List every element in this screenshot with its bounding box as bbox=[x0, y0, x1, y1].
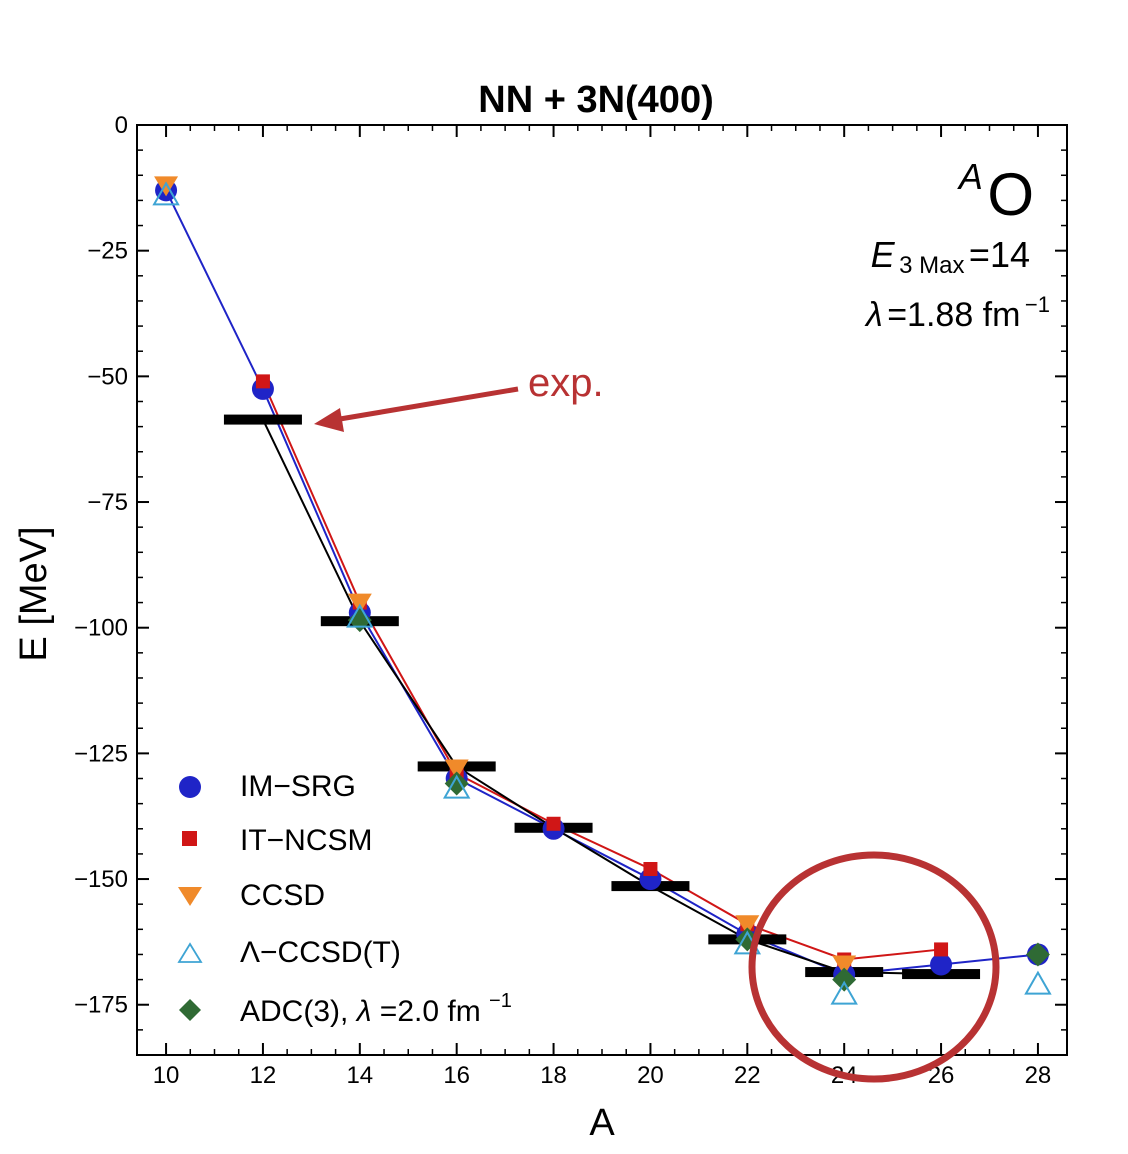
experiment-bar bbox=[223, 414, 302, 425]
data-point-diamond bbox=[832, 967, 857, 992]
y-tick-label: 0 bbox=[115, 112, 128, 139]
data-point-triangle-up-open bbox=[830, 980, 858, 1005]
data-point-triangle-up-open bbox=[346, 603, 374, 628]
data-point-diamond bbox=[444, 771, 469, 796]
y-tick-label: −25 bbox=[87, 238, 128, 265]
data-points bbox=[152, 176, 1052, 1005]
exp-arrow-head bbox=[314, 408, 344, 432]
data-point-triangle-down bbox=[832, 955, 857, 976]
x-tick-label: 18 bbox=[540, 1062, 567, 1089]
series-line bbox=[262, 380, 942, 961]
x-tick-label: 12 bbox=[250, 1062, 277, 1089]
highlight-circle bbox=[748, 851, 1000, 1083]
y-tick-label: −125 bbox=[74, 740, 128, 767]
legend-label-ccsd: CCSD bbox=[240, 879, 325, 912]
legend-label-adc3-value: =2.0 fm bbox=[380, 995, 481, 1028]
x-tick-label: 28 bbox=[1025, 1062, 1052, 1089]
lambda-label: λ =1.88 fm −1 bbox=[864, 292, 1050, 334]
svg-text:E 3 Max =14: E 3 Max =14 bbox=[871, 234, 1030, 279]
legend-label-lambda-ccsdt: Λ−CCSD(T) bbox=[240, 936, 401, 969]
data-point-square bbox=[934, 942, 949, 957]
x-tick-label: 20 bbox=[637, 1062, 664, 1089]
legend-marker-imsrg bbox=[179, 776, 201, 798]
element-symbol: O bbox=[987, 161, 1034, 228]
data-point-diamond bbox=[1025, 942, 1050, 967]
exp-arrow-shaft bbox=[333, 386, 519, 423]
svg-text:A O: A O bbox=[957, 156, 1034, 228]
chart-title: NN + 3N(400) bbox=[478, 79, 713, 121]
e3max-value: =14 bbox=[969, 234, 1030, 275]
legend-label-itncsm: IT−NCSM bbox=[240, 824, 373, 857]
lambda-symbol: λ bbox=[864, 296, 883, 334]
y-tick-label: −150 bbox=[74, 866, 128, 893]
data-point-triangle-down bbox=[735, 915, 760, 936]
legend-label-adc3: ADC(3), λ =2.0 fm −1 bbox=[240, 990, 512, 1028]
exp-label: exp. bbox=[528, 361, 604, 405]
legend-label-adc3-lambda: λ bbox=[355, 995, 372, 1028]
e3max-subscript: 3 Max bbox=[899, 252, 964, 279]
x-tick-label: 16 bbox=[443, 1062, 470, 1089]
mass-number-superscript: A bbox=[957, 156, 983, 197]
data-point-triangle-down bbox=[347, 593, 372, 614]
series-lines bbox=[165, 189, 1039, 976]
nucleus-label: A O bbox=[957, 156, 1034, 228]
exp-annotation: exp. bbox=[314, 361, 604, 432]
x-tick-label: 14 bbox=[346, 1062, 373, 1089]
y-axis-label: E [MeV] bbox=[13, 526, 55, 661]
y-tick-label: −75 bbox=[87, 489, 128, 516]
axes: 10 12 14 16 18 20 22 24 26 280−25−50−75−100−125−1… bbox=[74, 112, 1067, 1089]
y-tick-label: −50 bbox=[87, 363, 128, 390]
x-tick-label: 22 bbox=[734, 1062, 761, 1089]
e3max-symbol: E bbox=[871, 234, 896, 275]
data-point-triangle-up-open bbox=[442, 774, 471, 799]
experiment-bars bbox=[223, 414, 981, 980]
legend-marker-adc3 bbox=[179, 999, 201, 1021]
svg-text:λ =1.88 fm −1: λ =1.88 fm −1 bbox=[864, 292, 1050, 334]
x-axis-label: A bbox=[589, 1102, 615, 1144]
lambda-superscript: −1 bbox=[1025, 292, 1050, 317]
lambda-value: =1.88 fm bbox=[887, 296, 1020, 334]
legend-label-imsrg: IM−SRG bbox=[240, 770, 356, 803]
legend-label-adc3-prefix: ADC(3), bbox=[240, 995, 357, 1028]
e3max-label: E 3 Max =14 bbox=[871, 234, 1030, 279]
legend-marker-itncsm bbox=[182, 831, 197, 846]
legend-marker-ccsd bbox=[178, 887, 202, 906]
data-point-triangle-down bbox=[154, 176, 179, 197]
series-line bbox=[165, 189, 1039, 976]
y-tick-label: −100 bbox=[74, 615, 128, 642]
data-point-square bbox=[643, 862, 658, 876]
data-point-circle bbox=[930, 953, 953, 976]
data-point-triangle-up-open bbox=[1024, 970, 1052, 995]
data-point-square bbox=[546, 816, 561, 831]
legend: IM−SRG IT−NCSM CCSD Λ−CCSD(T) ADC(3), λ … bbox=[177, 770, 512, 1028]
data-point-square bbox=[255, 374, 270, 389]
legend-marker-lambda-ccsdt bbox=[177, 942, 203, 963]
y-tick-label: −175 bbox=[74, 992, 128, 1019]
legend-label-adc3-superscript: −1 bbox=[489, 990, 512, 1012]
data-point-triangle-up-open bbox=[152, 181, 180, 206]
data-point-triangle-down bbox=[444, 759, 469, 780]
x-tick-label: 10 bbox=[153, 1062, 180, 1089]
series-line bbox=[262, 419, 942, 976]
